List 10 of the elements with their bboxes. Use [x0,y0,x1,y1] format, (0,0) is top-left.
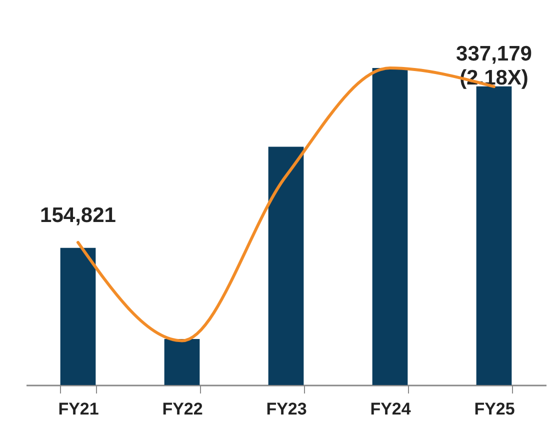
x-tick-label: FY25 [474,400,515,418]
bar [60,248,96,385]
bar [164,338,200,385]
x-tick-label: FY24 [370,400,412,418]
x-tick-label: FY22 [162,400,203,418]
bar [372,68,408,385]
bar [268,146,304,385]
x-tick-label: FY23 [266,400,307,418]
x-tick-label: FY21 [58,400,99,418]
data-label: 154,821 [40,204,116,227]
